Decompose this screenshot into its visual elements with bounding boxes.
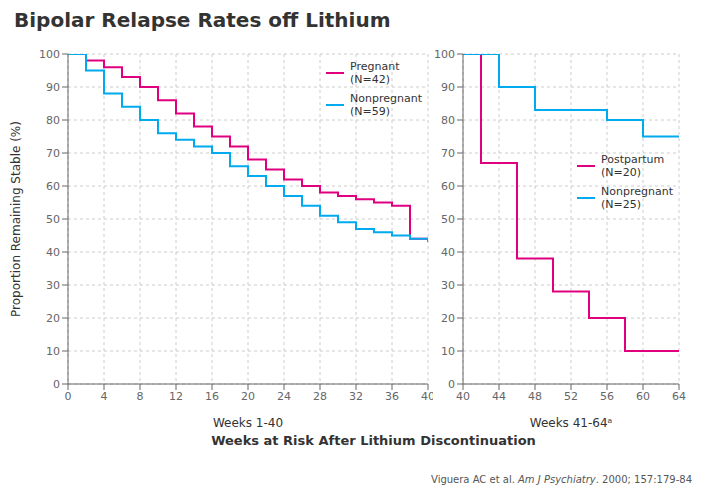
svg-text:50: 50	[46, 213, 60, 226]
svg-text:60: 60	[46, 180, 60, 193]
svg-text:0: 0	[448, 378, 455, 391]
svg-text:40: 40	[46, 246, 60, 259]
svg-text:44: 44	[492, 390, 506, 403]
html-text:Postpartum (N=20): Postpartum (N=20)	[601, 153, 665, 179]
svg-text:0: 0	[53, 378, 60, 391]
svg-text:Proportion Remaining Stable (%: Proportion Remaining Stable (%)	[9, 121, 23, 317]
svg-text:56: 56	[600, 390, 614, 403]
svg-text:12: 12	[169, 390, 183, 403]
svg-text:8: 8	[137, 390, 144, 403]
svg-text:28: 28	[313, 390, 327, 403]
svg-text:20: 20	[441, 312, 455, 325]
svg-text:32: 32	[349, 390, 363, 403]
svg-text:20: 20	[46, 312, 60, 325]
html-text:Nonpregnant (N=59): Nonpregnant (N=59)	[350, 92, 422, 118]
svg-text:90: 90	[46, 81, 60, 94]
svg-text:100: 100	[39, 48, 60, 61]
svg-text:10: 10	[46, 345, 60, 358]
svg-text:70: 70	[46, 147, 60, 160]
svg-text:90: 90	[441, 81, 455, 94]
svg-text:64: 64	[672, 390, 686, 403]
svg-text:60: 60	[441, 180, 455, 193]
svg-text:Weeks 41-64ᵃ: Weeks 41-64ᵃ	[530, 416, 613, 429]
svg-text:40: 40	[441, 246, 455, 259]
svg-text:100: 100	[434, 48, 455, 61]
svg-text:0: 0	[65, 390, 72, 403]
html-text:Nonpregnant (N=25): Nonpregnant (N=25)	[601, 185, 673, 211]
html-text:Viguera AC et al. Am J Psychia: Viguera AC et al. Am J Psychiatry. 2000;…	[431, 474, 692, 485]
svg-text:20: 20	[241, 390, 255, 403]
svg-text:4: 4	[101, 390, 108, 403]
svg-text:36: 36	[385, 390, 399, 403]
svg-text:30: 30	[46, 279, 60, 292]
svg-text:52: 52	[564, 390, 578, 403]
svg-text:30: 30	[441, 279, 455, 292]
html-text:Pregnant (N=42): Pregnant (N=42)	[350, 60, 400, 86]
html-text:Bipolar Relapse Rates off Lith: Bipolar Relapse Rates off Lithium	[14, 8, 391, 32]
svg-text:10: 10	[441, 345, 455, 358]
svg-text:Weeks 1-40: Weeks 1-40	[213, 416, 283, 429]
svg-text:60: 60	[636, 390, 650, 403]
svg-text:24: 24	[277, 390, 291, 403]
svg-text:80: 80	[46, 114, 60, 127]
svg-text:50: 50	[441, 213, 455, 226]
svg-text:16: 16	[205, 390, 219, 403]
html-text:Weeks at Risk After Lithium Di: Weeks at Risk After Lithium Discontinuat…	[211, 433, 536, 448]
svg-text:40: 40	[421, 390, 433, 403]
svg-text:40: 40	[456, 390, 470, 403]
svg-text:70: 70	[441, 147, 455, 160]
svg-text:80: 80	[441, 114, 455, 127]
svg-text:48: 48	[528, 390, 542, 403]
